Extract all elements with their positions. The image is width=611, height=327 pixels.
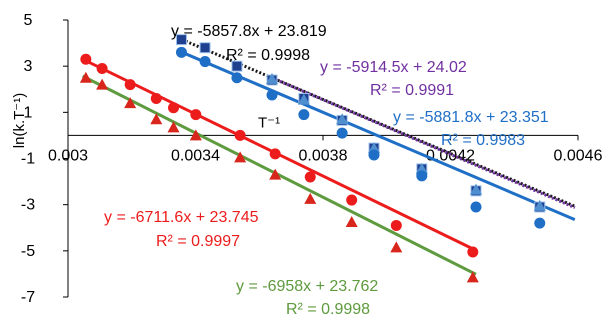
data-point-circle [231,72,243,84]
trendline-equation: y = -5914.5x + 24.02 [320,59,467,76]
data-point-circle [150,92,162,104]
trendline-r-squared: R² = 0.9983 [441,132,525,149]
data-point-triangle [304,192,317,204]
y-tick-label: -3 [21,197,35,214]
y-tick-label: -1 [21,151,35,168]
trendline-series-5 [81,74,477,276]
data-point-circle [96,62,108,74]
trendline-equation: y = -5881.8x + 23.351 [393,109,549,126]
trendline-series-3 [177,49,576,221]
data-point-triangle [269,168,282,180]
data-point-circle [416,170,428,182]
data-point-triangle [124,97,137,109]
y-tick-label: -5 [21,243,35,260]
trendline-equation: y = -6711.6x + 23.745 [104,209,259,226]
data-point-circle [80,53,92,65]
x-tick-label: 0.0034 [171,147,220,164]
trendline-r-squared: R² = 0.9998 [286,301,370,318]
x-tick-label: 0.003 [48,147,88,164]
axes: 531-1-3-5-70.003 0.0034 0.0038 0.0042 0.0046… [11,12,603,306]
x-tick-label: 0.0046 [554,147,603,164]
data-point-square [231,60,243,72]
data-point-circle [534,217,546,229]
data-point-circle [266,89,278,101]
data-point-circle [175,46,187,58]
data-point-triangle [189,129,202,141]
data-point-square [175,34,187,46]
data-point-circle [190,109,202,121]
data-point-circle [168,102,180,114]
x-tick-label: 0.0038 [299,147,348,164]
data-point-triangle [336,113,349,125]
y-tick-label: 5 [24,12,33,29]
data-point-triangle [79,71,92,83]
data-point-circle [269,148,281,160]
data-point-circle [467,246,479,258]
y-tick-label: -7 [21,289,35,306]
x-axis-title: T⁻¹ [258,114,280,131]
trendline-r-squared: R² = 0.9998 [226,47,310,64]
y-axis-title: ln(k.T⁻¹) [11,93,28,148]
data-point-triangle [96,78,109,90]
data-point-circle [470,201,482,213]
data-point-circle [234,129,246,141]
trendline-r-squared: R² = 0.9991 [370,82,454,99]
data-point-square [199,42,211,54]
trendline-equation: y = -6958x + 23.762 [236,278,378,295]
data-point-circle [368,149,380,161]
data-point-circle [304,171,316,183]
data-point-circle [390,219,402,231]
data-point-triangle [150,113,163,125]
data-point-triangle [167,121,180,133]
data-point-triangle [390,241,403,253]
trendline-series-2 [268,75,576,209]
data-point-circle [199,56,211,68]
data-point-triangle [368,142,380,154]
data-point-circle [124,79,136,91]
data-point-circle [336,127,348,139]
data-point-triangle [345,215,358,227]
y-tick-label: 1 [24,104,33,121]
trendline-r-squared: R² = 0.9997 [156,233,240,250]
data-point-triangle [415,162,428,174]
data-point-triangle [266,72,278,84]
equation-labels: y = -5857.8x + 23.819 R² = 0.9998 y = -591… [104,23,549,318]
data-points [79,34,546,283]
data-point-triangle [533,199,546,211]
y-tick-label: 3 [24,58,33,75]
data-point-triangle [297,93,310,105]
trendline-equation: y = -5857.8x + 23.819 [171,23,327,40]
data-point-triangle [466,271,479,283]
data-point-circle [298,109,310,121]
data-point-circle [346,194,358,206]
data-point-triangle [234,151,247,163]
data-point-triangle [470,183,482,195]
